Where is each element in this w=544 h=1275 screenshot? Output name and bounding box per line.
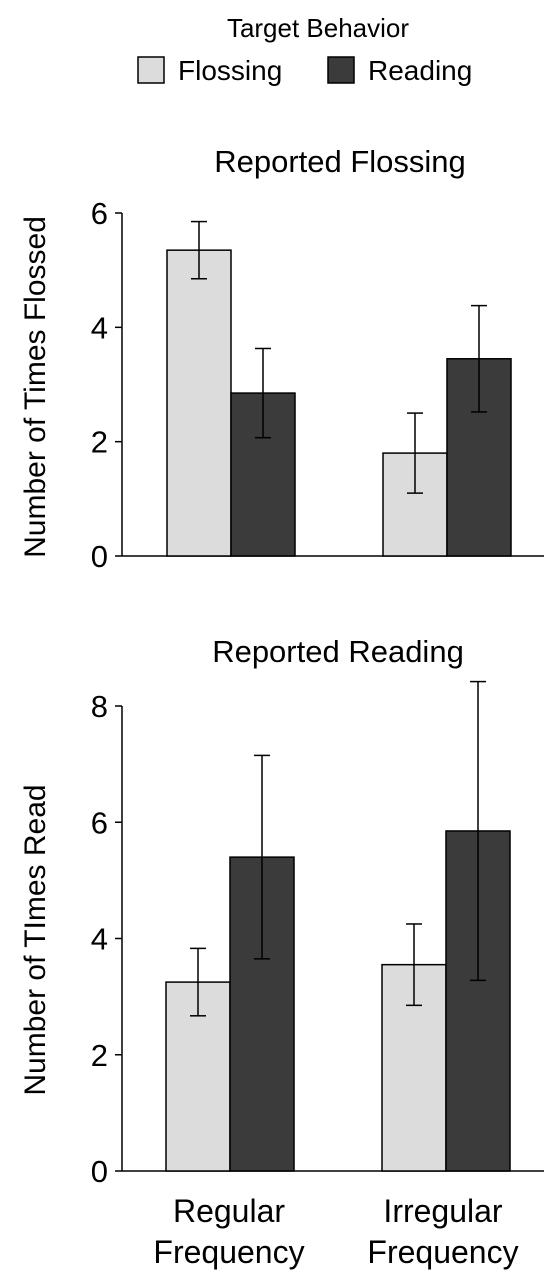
xtick-irregular-line2: Frequency bbox=[367, 1234, 518, 1270]
bar-flossing-regular bbox=[166, 249, 232, 557]
legend-swatch-reading bbox=[327, 56, 355, 84]
panel-flossing-ylabel: Number of Times Flossed bbox=[19, 216, 52, 558]
x-category-labels: Regular Frequency Irregular Frequency bbox=[153, 1193, 518, 1270]
xtick-irregular-line1: Irregular bbox=[383, 1193, 503, 1229]
legend-label-flossing: Flossing bbox=[178, 55, 282, 86]
panel-flossing-title: Reported Flossing bbox=[214, 144, 466, 179]
y-tick-label: 2 bbox=[91, 425, 108, 460]
legend-swatch-flossing bbox=[137, 56, 165, 84]
panel-reading-title: Reported Reading bbox=[212, 634, 464, 669]
y-tick-label: 4 bbox=[91, 310, 108, 345]
legend-label-reading: Reading bbox=[368, 55, 472, 86]
panel-flossing: Reported Flossing Number of Times Flosse… bbox=[19, 144, 544, 574]
y-tick-label: 0 bbox=[91, 539, 108, 574]
y-tick-label: 4 bbox=[91, 922, 108, 957]
legend: Target Behavior Flossing Reading bbox=[137, 13, 472, 86]
panel-reading: Reported Reading Number of TImes Read 0 2… bbox=[19, 634, 544, 1189]
y-tick-label: 6 bbox=[91, 196, 108, 231]
legend-title: Target Behavior bbox=[227, 13, 409, 43]
xtick-regular-line1: Regular bbox=[173, 1193, 285, 1229]
y-tick-label: 2 bbox=[91, 1038, 108, 1073]
y-tick-label: 6 bbox=[91, 805, 108, 840]
xtick-regular-line2: Frequency bbox=[153, 1234, 304, 1270]
y-tick-label: 8 bbox=[91, 689, 108, 724]
y-tick-label: 0 bbox=[91, 1154, 108, 1189]
panel-reading-ylabel: Number of TImes Read bbox=[19, 784, 52, 1095]
